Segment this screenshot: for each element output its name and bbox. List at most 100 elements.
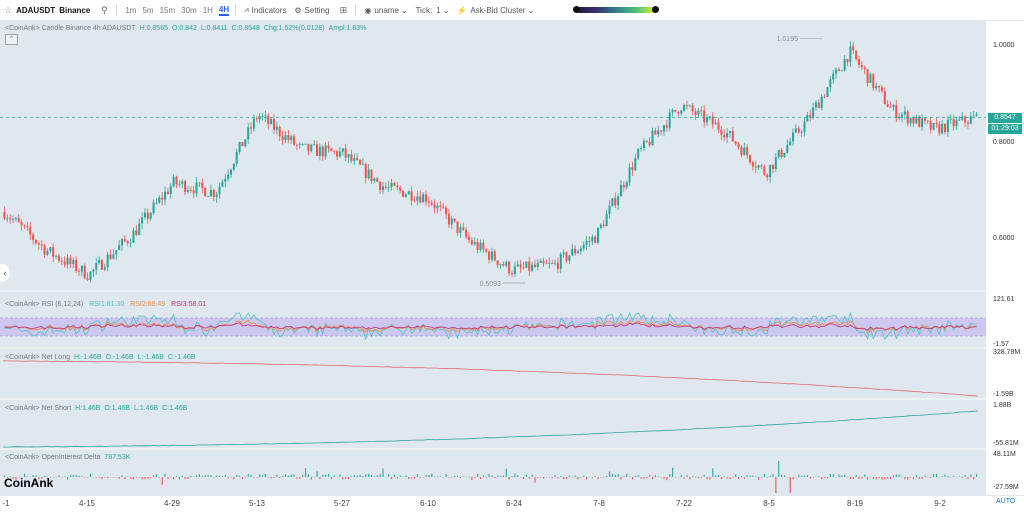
- auto-scale-button[interactable]: AUTO: [996, 498, 1016, 505]
- oi-delta-bar: [924, 475, 926, 477]
- candle-body: [846, 59, 849, 63]
- candle-body: [373, 178, 376, 182]
- timeframe-1h[interactable]: 1H: [202, 5, 213, 15]
- candle-body: [353, 158, 356, 161]
- oi-delta-bar: [700, 477, 702, 478]
- candle-body: [46, 251, 49, 255]
- candle-body: [456, 221, 459, 233]
- candle-body: [80, 265, 83, 272]
- star-icon[interactable]: ☆: [4, 4, 13, 15]
- candle-body: [164, 191, 167, 200]
- candle-body: [918, 116, 921, 127]
- oi-value: 787.53K: [104, 454, 131, 461]
- time-tick-label: 7-8: [593, 499, 605, 508]
- oi-delta-bar: [933, 474, 935, 477]
- candle-body: [361, 163, 364, 165]
- oi-delta-bar: [970, 474, 972, 477]
- candle-body: [390, 182, 393, 187]
- color-gradient-slider[interactable]: [573, 5, 660, 13]
- oi-delta-bar: [588, 476, 591, 478]
- candle-body: [26, 226, 29, 228]
- oi-delta-bar: [723, 476, 725, 477]
- oi-delta-bar: [760, 477, 763, 478]
- candle-body: [548, 262, 551, 264]
- layout-grid-icon[interactable]: ⊞: [339, 5, 348, 15]
- candle-body: [121, 239, 124, 246]
- oi-delta-bar: [580, 477, 582, 478]
- candle-body: [89, 271, 92, 280]
- candle-body: [267, 115, 270, 124]
- timeframe-5m[interactable]: 5m: [142, 5, 154, 15]
- oi-delta-bar: [273, 477, 275, 478]
- candle-body: [554, 262, 557, 264]
- oi-delta-bar: [514, 473, 516, 477]
- candle-body: [763, 166, 766, 175]
- candle-body: [393, 182, 396, 186]
- oi-delta-bar: [680, 475, 682, 477]
- oi-delta-bar: [181, 475, 183, 477]
- oi-delta-bar: [692, 476, 694, 477]
- oi-delta-bar: [339, 474, 341, 477]
- oi-delta-bar: [348, 477, 350, 480]
- candle-body: [505, 261, 508, 266]
- indicators-icon: ⩘: [244, 5, 249, 14]
- candle-body: [402, 190, 405, 197]
- gradient-right-handle[interactable]: [652, 5, 660, 13]
- oi-delta-bar: [342, 477, 344, 480]
- setting-button[interactable]: ⚙ Setting: [294, 6, 329, 15]
- symbol-selector[interactable]: ☆ ADAUSDT Binance: [4, 5, 90, 16]
- oi-delta-bar: [270, 477, 272, 479]
- oi-delta-bar: [95, 477, 97, 478]
- timeframe-1m[interactable]: 1m: [125, 5, 137, 15]
- price-axis[interactable]: 1.0000 0.8547 01:29:03 0.8000 0.6000 121…: [986, 21, 1024, 495]
- candle-body: [447, 214, 450, 225]
- candle-body: [278, 126, 281, 137]
- candle-body: [112, 254, 115, 259]
- oi-delta-bar: [849, 477, 851, 480]
- oi-delta-bar: [720, 477, 722, 479]
- search-icon[interactable]: ⚲: [101, 5, 108, 15]
- oi-delta-bar: [712, 468, 714, 477]
- timeframe-4h[interactable]: 4H: [218, 4, 230, 16]
- scroll-left-button[interactable]: ‹: [0, 264, 10, 282]
- timeframe-15m[interactable]: 15m: [159, 5, 176, 15]
- oi-delta-bar: [173, 477, 175, 480]
- oi-delta-bar: [697, 477, 700, 479]
- candle-body: [568, 255, 571, 261]
- oi-delta-bar: [253, 477, 255, 478]
- candle-body: [29, 227, 32, 235]
- oi-delta-bar: [781, 474, 783, 477]
- tick-selector[interactable]: Tick: 1 ⌄: [416, 6, 450, 15]
- candle-body: [313, 144, 316, 146]
- main-pane-high: H:0.8565: [139, 25, 168, 32]
- oi-delta-bar: [46, 476, 49, 478]
- net-short-low: L:1.46B: [134, 405, 159, 412]
- candle-body: [416, 196, 419, 201]
- gradient-left-handle[interactable]: [573, 5, 581, 13]
- candle-body: [539, 260, 542, 263]
- oi-delta-bar: [299, 477, 301, 479]
- candle-body: [442, 206, 445, 208]
- cluster-selector[interactable]: ⚡ Ask-Bid Cluster ⌄: [457, 6, 534, 15]
- candle-body: [800, 131, 803, 133]
- oi-delta-bar: [316, 470, 318, 477]
- oi-pane-legend: <CoinAnk> OpenInterest Delta 787.53K: [5, 454, 130, 461]
- candle-body: [476, 241, 479, 250]
- oi-delta-bar: [3, 475, 6, 477]
- candle-body: [594, 236, 597, 243]
- chart-area[interactable]: 1.0195 0.5093 <CoinAnk> Candle Binance 4h…: [0, 21, 986, 495]
- candle-body: [944, 123, 947, 133]
- candle-body: [83, 265, 86, 279]
- user-selector[interactable]: ◉ uname ⌄: [364, 6, 407, 15]
- collapse-pane-button[interactable]: ⌃: [5, 34, 18, 45]
- time-axis[interactable]: -1 4-15 4-29 5-13 5-27 6-10 6-24 7-8 7-22 8-5 8-19…: [0, 495, 1024, 513]
- chart-canvas[interactable]: 1.0195 0.5093: [0, 21, 986, 495]
- oi-delta-bar: [155, 474, 158, 477]
- indicators-button[interactable]: ⩘ Indicators: [244, 5, 286, 15]
- candle-body: [453, 218, 456, 222]
- candle-body: [579, 248, 582, 252]
- oi-delta-bar: [783, 475, 786, 477]
- candle-body: [565, 252, 568, 261]
- candle-body: [92, 269, 95, 272]
- timeframe-30m[interactable]: 30m: [181, 5, 197, 15]
